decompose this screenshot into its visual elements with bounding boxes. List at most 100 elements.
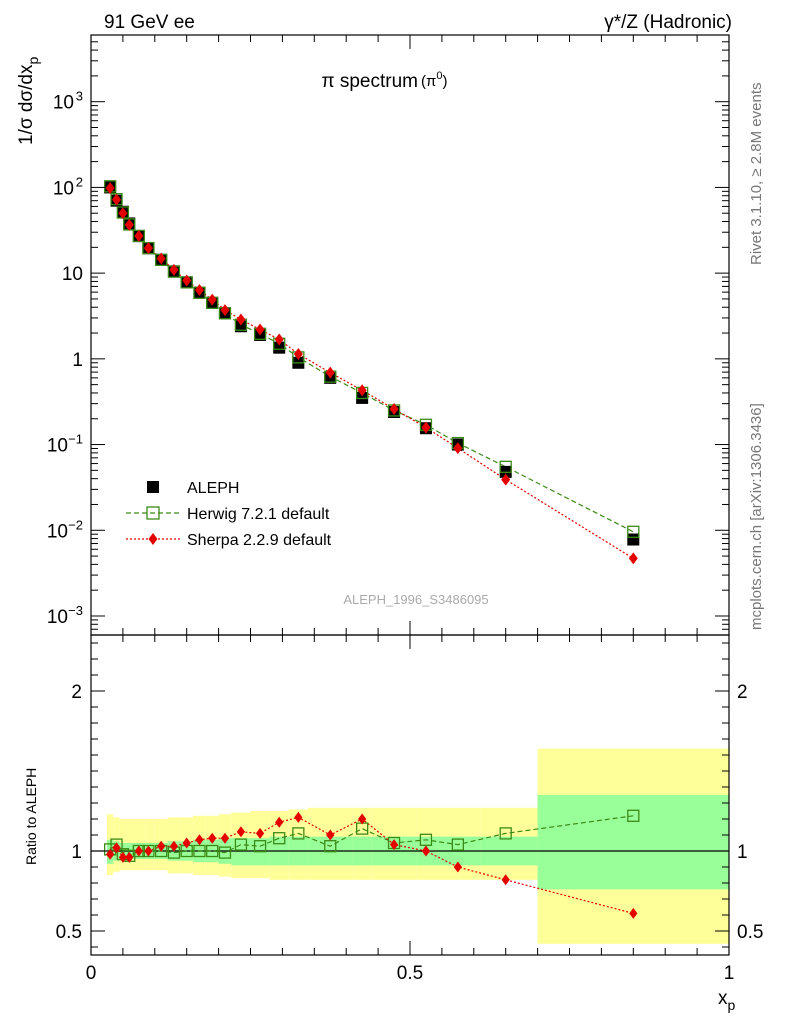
aleph-main-point (627, 533, 640, 546)
herwig-main-point (627, 525, 640, 538)
sherpa-main-point (501, 473, 511, 486)
sherpa-main-point (357, 384, 367, 397)
herwig-ratio-point (419, 833, 433, 846)
sherpa-ratio-point (294, 811, 303, 823)
analysis-watermark: ALEPH_1996_S3486095 (343, 592, 488, 607)
sherpa-ratio-point (195, 834, 204, 846)
sherpa-main-point (325, 366, 335, 379)
mcplots-label: mcplots.cern.ch [arXiv:1306.3436] (748, 403, 765, 630)
herwig-ratio-point (193, 844, 206, 858)
herwig-ratio-line (109, 815, 634, 857)
sherpa-main-point (169, 263, 179, 276)
sherpa-ratio-point (501, 874, 510, 886)
sherpa-ratio-point (112, 842, 121, 854)
stat-uncertainty-band (537, 795, 729, 890)
herwig-ratio-point (253, 840, 267, 853)
sherpa-main-point (274, 333, 284, 346)
sherpa-ratio-point (236, 826, 246, 838)
x-tick-label: 0 (86, 963, 97, 984)
herwig-ratio-point (234, 838, 248, 851)
sherpa-main-point (182, 274, 192, 287)
sherpa-main-point (156, 252, 166, 265)
herwig-ratio-point (499, 827, 512, 840)
sherpa-main-point (124, 218, 134, 231)
ratio-y-tick-label-right: 2 (737, 682, 748, 703)
legend-marker-aleph (147, 481, 159, 493)
sherpa-ratio-point (157, 840, 166, 852)
main-y-tick-exponent: 2 (76, 174, 83, 189)
sherpa-ratio-point (125, 851, 134, 863)
sherpa-main-point (220, 304, 230, 317)
x-tick-label: 0.5 (397, 963, 423, 984)
ratio-y-tick-label: 2 (71, 682, 82, 703)
legend: ALEPH Herwig 7.2.1 default Sherpa 2.2.9 de… (126, 480, 332, 549)
sherpa-ratio-point (421, 845, 431, 857)
sherpa-ratio-point (144, 845, 153, 857)
sherpa-main-point (143, 242, 153, 255)
ratio-panel: 0.5 0.51 12 20 0.5 1 Ratio to ALEPH xp (23, 634, 763, 1013)
header-right-label: γ*/Z (Hadronic) (604, 12, 732, 33)
main-ylabel: 1/σ dσ/dxp (16, 57, 41, 146)
sherpa-main-point (236, 313, 246, 326)
herwig-ratio-point (324, 840, 337, 853)
sherpa-main-point (105, 182, 115, 195)
herwig-ratio-point (451, 838, 465, 851)
sherpa-main-point (293, 347, 303, 360)
legend-label-herwig: Herwig 7.2.1 default (187, 506, 330, 523)
sherpa-ratio-point (389, 839, 399, 851)
sherpa-main-point (134, 229, 144, 242)
sherpa-main-point (421, 421, 431, 434)
sherpa-ratio-point (453, 861, 462, 873)
main-title: π spectrum (321, 71, 418, 92)
sherpa-ratio-line (109, 816, 634, 914)
main-y-tick-exponent: 3 (76, 89, 83, 104)
ratio-ylabel: Ratio to ALEPH (23, 768, 39, 865)
stat-uncertainty-band (231, 838, 251, 866)
ratio-y-tick-label-right: 1 (737, 842, 748, 863)
main-y-tick-label: 1 (72, 350, 83, 371)
herwig-ratio-point (627, 809, 640, 822)
herwig-ratio-point (218, 846, 232, 859)
sherpa-ratio-point (629, 907, 638, 919)
sherpa-main-point (628, 552, 638, 565)
main-y-tick-label: 10 (53, 93, 74, 114)
sherpa-main-point (112, 193, 122, 206)
sherpa-main-line (109, 187, 634, 559)
sherpa-main-point (118, 207, 128, 220)
herwig-ratio-point (292, 827, 305, 840)
sherpa-ratio-point (358, 813, 367, 825)
sherpa-ratio-point (220, 832, 230, 844)
herwig-main-point (499, 460, 512, 473)
main-title-suffix: (π0) (421, 70, 447, 90)
sherpa-ratio-point (275, 816, 284, 828)
ratio-y-tick-label-right: 0.5 (737, 922, 763, 943)
sherpa-ratio-point (106, 848, 115, 860)
ratio-y-tick-label: 0.5 (56, 922, 82, 943)
main-y-tick-exponent: −3 (68, 603, 83, 618)
sherpa-main-point (194, 284, 204, 297)
sherpa-ratio-point (118, 851, 128, 863)
sherpa-ratio-point (169, 840, 179, 852)
sherpa-ratio-point (255, 827, 265, 839)
legend-marker-herwig (146, 506, 160, 520)
header-left-label: 91 GeV ee (104, 12, 195, 33)
rivet-version-label: Rivet 3.1.10, ≥ 2.8M events (748, 83, 765, 266)
main-y-tick-exponent: −2 (68, 517, 83, 532)
main-y-tick-label: 10 (47, 521, 68, 542)
main-y-tick-label: 10 (62, 264, 83, 285)
xlabel: xp (718, 988, 736, 1013)
legend-marker-sherpa (148, 533, 158, 545)
sherpa-main-point (255, 323, 265, 336)
sherpa-main-point (453, 442, 463, 455)
legend-label-aleph: ALEPH (187, 480, 239, 497)
sherpa-ratio-point (182, 837, 191, 849)
ratio-y-tick-label: 1 (71, 842, 82, 863)
sherpa-main-point (389, 402, 399, 415)
aleph-main-point (234, 320, 247, 333)
aleph-main-point (273, 341, 286, 354)
main-y-tick-label: 10 (47, 607, 68, 628)
sherpa-ratio-point (208, 832, 217, 844)
x-tick-label: 1 (724, 963, 735, 984)
